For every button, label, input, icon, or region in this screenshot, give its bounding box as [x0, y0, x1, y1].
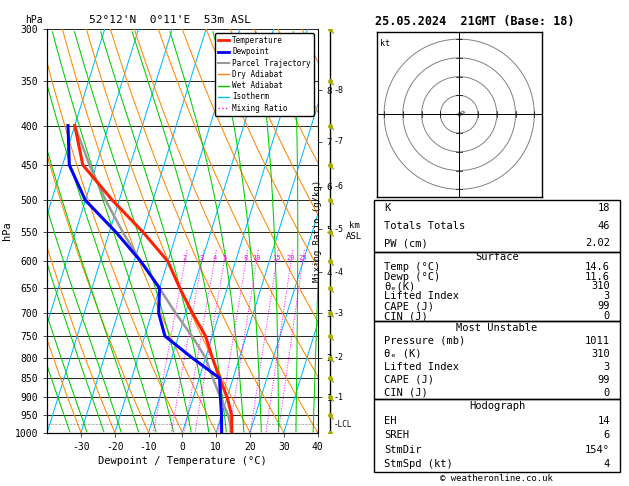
- Text: 4: 4: [603, 459, 610, 469]
- Text: 99: 99: [598, 301, 610, 312]
- Text: 8: 8: [244, 255, 248, 261]
- Text: 310: 310: [591, 281, 610, 292]
- Text: 310: 310: [591, 348, 610, 359]
- Text: 52°12'N  0°11'E  53m ASL: 52°12'N 0°11'E 53m ASL: [89, 15, 251, 25]
- Y-axis label: hPa: hPa: [2, 222, 12, 240]
- Text: Lifted Index: Lifted Index: [384, 362, 459, 372]
- Text: Dewp (°C): Dewp (°C): [384, 272, 440, 281]
- Text: Hodograph: Hodograph: [469, 401, 525, 412]
- Bar: [374, 399, 620, 471]
- Text: -LCL: -LCL: [333, 419, 352, 429]
- Text: 3: 3: [603, 292, 610, 301]
- Text: -1: -1: [334, 393, 344, 402]
- Text: -5: -5: [334, 225, 344, 234]
- Text: 25: 25: [298, 255, 307, 261]
- Text: SREH: SREH: [384, 431, 409, 440]
- Text: 10: 10: [252, 255, 261, 261]
- Text: 3: 3: [200, 255, 204, 261]
- Legend: Temperature, Dewpoint, Parcel Trajectory, Dry Adiabat, Wet Adiabat, Isotherm, Mi: Temperature, Dewpoint, Parcel Trajectory…: [214, 33, 314, 116]
- Text: CIN (J): CIN (J): [384, 311, 428, 321]
- Text: 25.05.2024  21GMT (Base: 18): 25.05.2024 21GMT (Base: 18): [375, 15, 575, 28]
- Text: hPa: hPa: [25, 15, 43, 25]
- Text: Most Unstable: Most Unstable: [456, 323, 538, 333]
- Text: 6: 6: [603, 431, 610, 440]
- Text: PW (cm): PW (cm): [384, 238, 428, 248]
- Text: 2.02: 2.02: [585, 238, 610, 248]
- Bar: [374, 252, 620, 321]
- Text: StmSpd (kt): StmSpd (kt): [384, 459, 453, 469]
- Text: EH: EH: [384, 416, 396, 426]
- Bar: [374, 321, 620, 399]
- Text: -7: -7: [334, 138, 344, 146]
- Text: 18: 18: [598, 204, 610, 213]
- Text: CIN (J): CIN (J): [384, 388, 428, 398]
- Text: kt: kt: [381, 39, 391, 48]
- Text: 3: 3: [603, 362, 610, 372]
- Text: 14: 14: [598, 416, 610, 426]
- Text: 0: 0: [603, 311, 610, 321]
- Text: -4: -4: [334, 268, 344, 277]
- Text: Lifted Index: Lifted Index: [384, 292, 459, 301]
- Text: 11.6: 11.6: [585, 272, 610, 281]
- Text: 15: 15: [272, 255, 281, 261]
- Text: CAPE (J): CAPE (J): [384, 375, 434, 385]
- Text: 20: 20: [287, 255, 296, 261]
- Text: Totals Totals: Totals Totals: [384, 221, 465, 231]
- Text: K: K: [384, 204, 391, 213]
- Text: -6: -6: [334, 182, 344, 191]
- X-axis label: Dewpoint / Temperature (°C): Dewpoint / Temperature (°C): [98, 456, 267, 466]
- Text: StmDir: StmDir: [384, 445, 421, 455]
- Text: 0: 0: [603, 388, 610, 398]
- Text: 46: 46: [598, 221, 610, 231]
- Text: θₑ (K): θₑ (K): [384, 348, 421, 359]
- Bar: [374, 200, 620, 252]
- Text: Mixing Ratio (g/kg): Mixing Ratio (g/kg): [313, 180, 322, 282]
- Text: 5: 5: [222, 255, 226, 261]
- Text: 1011: 1011: [585, 336, 610, 346]
- Text: -8: -8: [334, 86, 344, 95]
- Text: θₑ(K): θₑ(K): [384, 281, 415, 292]
- Y-axis label: km
ASL: km ASL: [346, 221, 362, 241]
- Text: Temp (°C): Temp (°C): [384, 261, 440, 272]
- Text: -2: -2: [334, 353, 344, 362]
- Text: 2: 2: [183, 255, 187, 261]
- Text: 14.6: 14.6: [585, 261, 610, 272]
- Text: 154°: 154°: [585, 445, 610, 455]
- Text: 99: 99: [598, 375, 610, 385]
- Text: Surface: Surface: [475, 252, 519, 262]
- Text: CAPE (J): CAPE (J): [384, 301, 434, 312]
- Text: 4: 4: [212, 255, 216, 261]
- Text: Pressure (mb): Pressure (mb): [384, 336, 465, 346]
- Text: -3: -3: [334, 309, 344, 317]
- Text: © weatheronline.co.uk: © weatheronline.co.uk: [440, 474, 554, 483]
